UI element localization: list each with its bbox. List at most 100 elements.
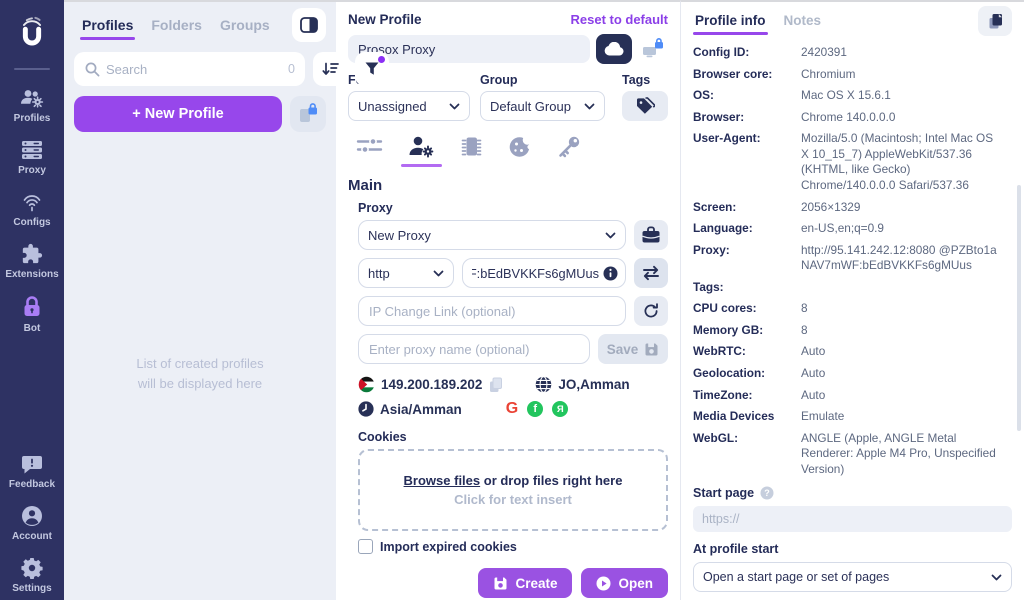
briefcase-icon	[642, 226, 660, 243]
globe-icon	[535, 376, 552, 393]
group-select[interactable]: Default Group	[480, 91, 605, 121]
chevron-down-icon	[605, 232, 616, 239]
profile-info-panel: Profile info Notes Config ID: 2420391 Bro…	[680, 0, 1024, 600]
tab-folders[interactable]: Folders	[151, 16, 202, 33]
open-label: Open	[618, 575, 653, 591]
app-logo	[13, 14, 51, 54]
copy-ip-icon[interactable]	[488, 377, 503, 393]
new-profile-button[interactable]: + New Profile	[74, 96, 282, 132]
server-icon	[20, 139, 44, 161]
sidebar-item-label: Bot	[23, 323, 41, 334]
info-value: 2056×1329	[801, 199, 861, 214]
info-value: en-US,en;q=0.9	[801, 221, 884, 236]
info-label: CPU cores:	[693, 301, 757, 316]
start-page-input[interactable]	[693, 506, 1012, 533]
sidebar-item-extensions[interactable]: Extensions	[5, 243, 59, 280]
info-value: Auto	[801, 344, 826, 359]
tab-credentials[interactable]	[557, 134, 582, 167]
sidebar-item-settings[interactable]: Settings	[12, 557, 52, 594]
proxy-select[interactable]: New Proxy	[358, 220, 626, 250]
chip-icon	[461, 137, 482, 156]
info-label: Language:	[693, 221, 753, 236]
copy-icon	[989, 14, 1002, 29]
panel-icon	[300, 17, 318, 33]
search-input[interactable]	[106, 61, 282, 77]
chevron-down-icon	[991, 574, 1002, 581]
create-profile-button[interactable]: Create	[478, 568, 573, 598]
tab-main-profile[interactable]	[401, 134, 442, 167]
group-select-value: Default Group	[490, 98, 571, 114]
lock-icon	[21, 295, 43, 319]
sidebar-item-profiles[interactable]: Profiles	[13, 87, 51, 124]
info-label: Tags:	[693, 279, 724, 294]
at-profile-start-value: Open a start page or set of pages	[703, 570, 890, 585]
account-icon	[21, 505, 43, 527]
tab-profile-info[interactable]: Profile info	[693, 13, 767, 35]
tab-profiles[interactable]: Profiles	[79, 17, 136, 40]
tab-groups[interactable]: Groups	[219, 16, 270, 33]
app-sidebar: Profiles Proxy	[0, 0, 64, 600]
tab-notes[interactable]: Notes	[783, 13, 822, 28]
tab-cookies[interactable]	[507, 134, 533, 167]
cookies-dropzone[interactable]: Browse files or drop files right here Cl…	[358, 449, 668, 531]
info-value: 2420391	[801, 45, 847, 59]
collapse-panel-button[interactable]	[292, 8, 326, 42]
open-profile-button[interactable]: Open	[581, 568, 668, 598]
facebook-check-icon: f	[527, 401, 544, 417]
quick-profile-button[interactable]	[290, 96, 326, 132]
ip-change-link-input[interactable]	[358, 296, 626, 326]
empty-profiles-message: List of created profiles will be display…	[136, 356, 264, 391]
geo-country-city-value: JO,Amman	[558, 377, 630, 392]
sidebar-item-account[interactable]: Account	[12, 505, 52, 542]
local-storage-button[interactable]	[638, 34, 668, 64]
swap-arrows-icon	[643, 265, 659, 281]
sidebar-item-proxy[interactable]: Proxy	[18, 139, 46, 176]
profile-info-rows: Config ID: 2420391 Browser core: Chromium …	[693, 45, 1012, 477]
gear-icon	[21, 557, 43, 579]
sort-button[interactable]	[312, 52, 347, 86]
import-expired-cookies-row[interactable]: Import expired cookies	[358, 539, 668, 554]
chevron-down-icon	[584, 103, 595, 110]
cloud-storage-button[interactable]	[596, 34, 632, 64]
search-input-box[interactable]: 0	[74, 52, 305, 86]
swap-proxy-button[interactable]	[634, 258, 668, 288]
profile-name-input[interactable]	[348, 35, 590, 63]
key-icon	[559, 136, 580, 158]
sidebar-item-label: Proxy	[18, 165, 46, 176]
tags-button[interactable]	[622, 91, 668, 121]
reset-to-default-link[interactable]: Reset to default	[570, 12, 668, 27]
tag-icon	[637, 97, 655, 114]
sidebar-item-feedback[interactable]: Feedback	[9, 455, 55, 490]
import-expired-cookies-checkbox[interactable]	[358, 539, 373, 554]
search-result-count: 0	[288, 62, 295, 76]
proxy-manager-button[interactable]	[634, 220, 668, 250]
filter-button[interactable]	[354, 52, 389, 86]
yandex-check-icon: Я	[552, 401, 569, 417]
at-profile-start-select[interactable]: Open a start page or set of pages	[693, 562, 1012, 593]
proxy-name-input[interactable]	[358, 334, 590, 364]
save-proxy-button[interactable]: Save	[598, 334, 668, 364]
browse-files-link[interactable]: Browse files	[403, 473, 481, 488]
proxy-protocol-select[interactable]: http	[358, 258, 454, 288]
folder-select-value: Unassigned	[358, 98, 427, 114]
proxy-credentials-input[interactable]: aNAV7mWF:bEdBVKKFs6gMUus	[462, 258, 626, 288]
sidebar-item-bot[interactable]: Bot	[21, 295, 43, 334]
country-flag-icon	[358, 376, 375, 393]
info-value: 8	[801, 322, 808, 337]
info-icon[interactable]	[603, 266, 618, 281]
copy-profile-info-button[interactable]	[978, 6, 1012, 36]
sidebar-item-configs[interactable]: Configs	[13, 191, 51, 228]
info-value: 8	[801, 301, 808, 316]
sliders-icon	[356, 137, 383, 154]
refresh-ip-button[interactable]	[634, 296, 668, 326]
help-icon[interactable]: ?	[760, 486, 774, 500]
folder-select[interactable]: Unassigned	[348, 91, 470, 121]
import-expired-cookies-label: Import expired cookies	[380, 539, 517, 554]
tab-hardware[interactable]	[460, 134, 483, 167]
text-insert-hint[interactable]: Click for text insert	[454, 492, 572, 507]
sidebar-item-label: Profiles	[13, 113, 51, 124]
scrollbar-thumb[interactable]	[1017, 185, 1021, 431]
protocol-value: http	[368, 265, 390, 281]
info-label: WebGL:	[693, 430, 738, 445]
tab-overview-sliders[interactable]	[356, 134, 383, 167]
